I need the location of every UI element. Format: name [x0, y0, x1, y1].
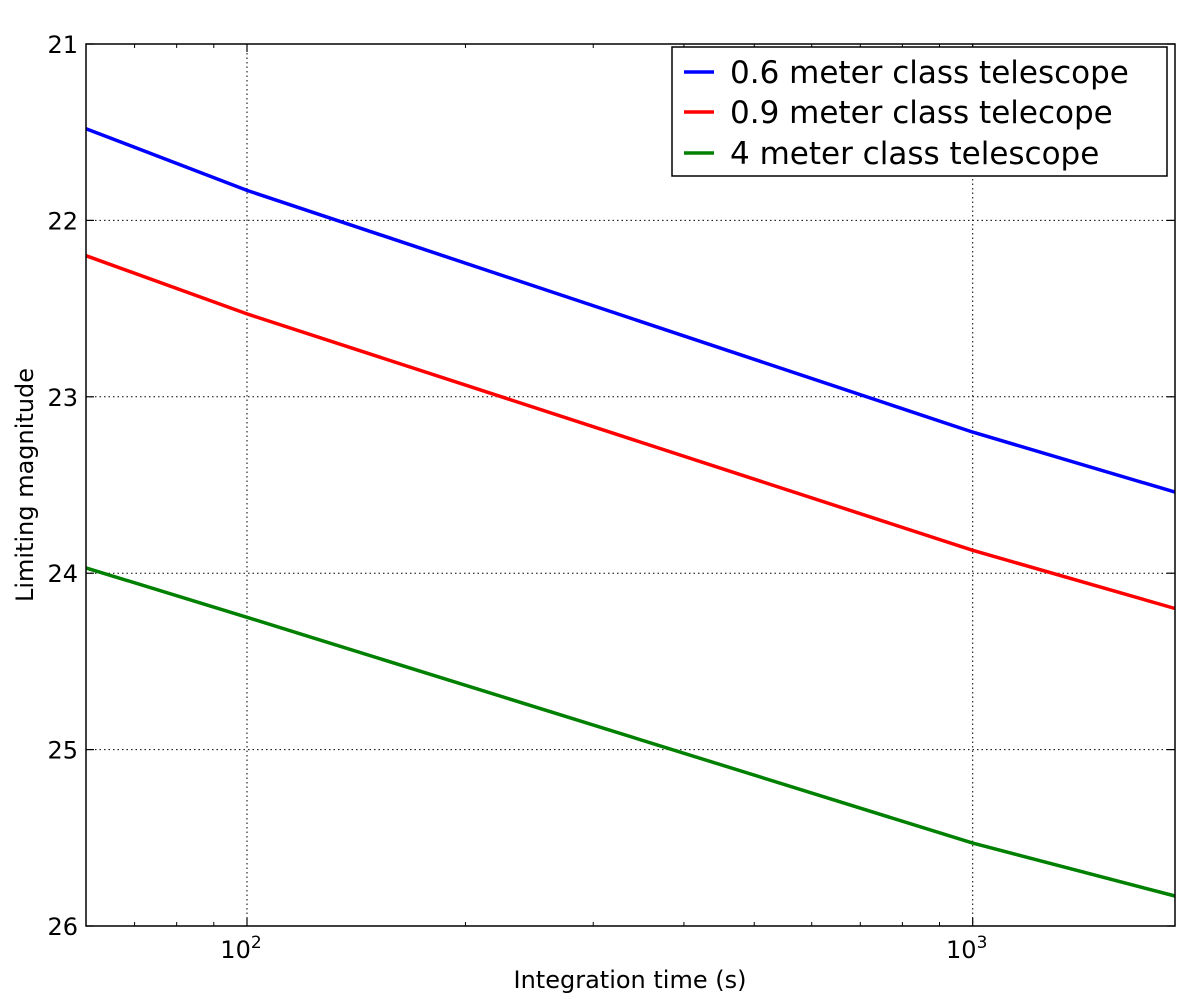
x-axis-label: Integration time (s) — [514, 966, 747, 994]
series-line-2 — [85, 254, 1176, 611]
legend-label-2: 0.9 meter class telecope — [730, 95, 1113, 131]
x-tick-label: 103 — [946, 933, 987, 964]
y-tick-label: 22 — [47, 207, 78, 235]
legend-label-3: 4 meter class telescope — [730, 136, 1099, 172]
y-tick-label: 23 — [47, 384, 78, 412]
x-tick-label-base: 10 — [220, 936, 251, 964]
y-axis-label: Limiting magnitude — [11, 368, 39, 602]
series-line-3 — [85, 566, 1176, 898]
series-lines — [85, 127, 1176, 898]
ticks — [86, 43, 1175, 927]
x-tick-label-exponent: 2 — [251, 933, 262, 953]
y-tick-label: 24 — [47, 560, 78, 588]
plot-area-background — [86, 44, 1175, 926]
y-tick-label: 21 — [47, 31, 78, 59]
series-line-1 — [85, 127, 1176, 494]
y-tick-label: 25 — [47, 737, 78, 765]
legend-box — [671, 46, 1168, 177]
legend: 0.6 meter class telescope 0.9 meter class… — [671, 46, 1168, 177]
x-tick-label: 102 — [220, 933, 261, 964]
legend-label-1: 0.6 meter class telescope — [730, 55, 1129, 91]
x-tick-label-base: 10 — [946, 936, 977, 964]
plot-frame — [85, 43, 1176, 927]
y-tick-label: 26 — [47, 913, 78, 941]
x-tick-label-exponent: 3 — [977, 933, 988, 953]
